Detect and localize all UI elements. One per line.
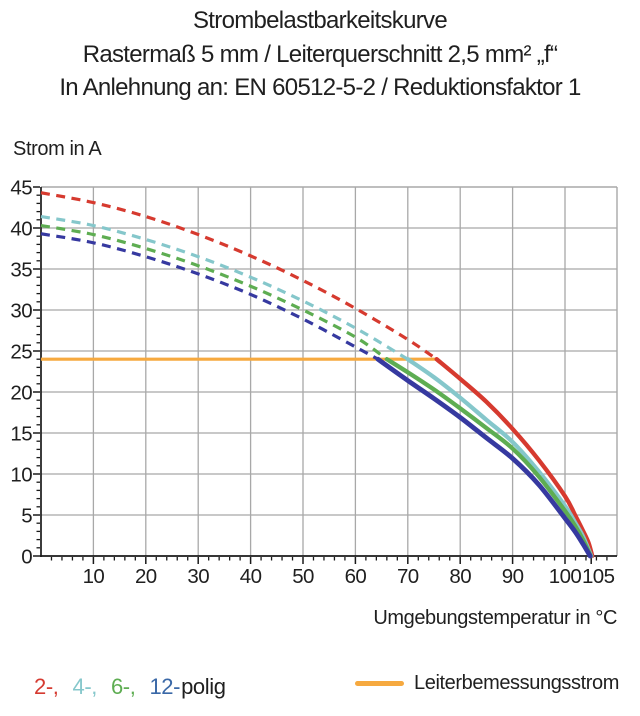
chart-title-line2: Rastermaß 5 mm / Leiterquerschnitt 2,5 m… <box>82 40 558 68</box>
x-tick-labels: 10 20 30 40 50 60 70 80 90 100 105 <box>83 565 616 588</box>
y-tick-label: 25 <box>10 341 32 364</box>
y-axis-title: Strom in A <box>13 138 102 160</box>
x-tick-label: 90 <box>502 565 524 588</box>
y-tick-label: 30 <box>10 300 32 323</box>
x-tick-label: 100 <box>549 565 582 588</box>
rated-current-legend: Leiterbemessungsstrom <box>355 672 619 695</box>
curve-dashed-6-polig <box>40 223 388 361</box>
series-curves <box>40 191 595 559</box>
legend-4-polig: 4-, <box>72 674 97 699</box>
x-tick-label: 50 <box>292 565 314 588</box>
x-axis-title: Umgebungstemperatur in °C <box>373 607 617 629</box>
rated-current-label: Leiterbemessungsstrom <box>414 672 620 694</box>
legend-12-polig: 12- <box>149 674 181 699</box>
y-tick-label: 15 <box>10 423 32 446</box>
curve-solid-12-polig <box>375 356 593 559</box>
x-tick-label: 60 <box>345 565 367 588</box>
legend-2-polig: 2-, <box>34 674 59 699</box>
y-tick-label: 45 <box>10 177 32 200</box>
chart-title-line3: In Anlehnung an: EN 60512-5-2 / Reduktio… <box>59 74 581 101</box>
axes <box>40 187 617 557</box>
poles-legend: 2-, 4-, 6-, 12-polig <box>34 674 226 700</box>
poles-legend-items: 2-, 4-, 6-, 12- <box>34 674 181 699</box>
legend-6-polig: 6-, <box>110 674 136 699</box>
axis-ticks <box>33 186 608 564</box>
curve-solid-2-polig <box>434 357 595 559</box>
rated-current-swatch <box>355 681 404 686</box>
gridlines <box>41 187 617 556</box>
y-tick-label: 10 <box>10 464 32 487</box>
plot-frame <box>41 186 618 556</box>
curve-dashed-4-polig <box>40 214 409 361</box>
chart-title-block: Strombelastbarkeitskurve Rastermaß 5 mm … <box>0 4 640 105</box>
y-tick-label: 0 <box>21 546 32 569</box>
x-tick-label: 70 <box>397 565 419 588</box>
x-tick-label: 105 <box>582 565 615 588</box>
curve-dashed-12-polig <box>40 232 379 361</box>
x-tick-label: 10 <box>83 565 105 588</box>
curve-solid-6-polig <box>384 357 593 559</box>
x-tick-label: 80 <box>449 565 471 588</box>
y-tick-label: 35 <box>10 259 32 282</box>
x-tick-label: 40 <box>240 565 262 588</box>
y-tick-label: 5 <box>21 505 32 528</box>
curve-dashed-2-polig <box>40 191 438 361</box>
legend-polig-suffix: polig <box>181 674 226 699</box>
y-tick-label: 40 <box>10 218 32 241</box>
x-tick-label: 20 <box>135 565 157 588</box>
y-tick-label: 20 <box>10 382 32 405</box>
x-tick-label: 30 <box>187 565 209 588</box>
y-tick-labels: 0 5 10 15 20 25 30 35 40 45 <box>10 177 32 569</box>
chart-title-line1: Strombelastbarkeitskurve <box>193 7 448 34</box>
